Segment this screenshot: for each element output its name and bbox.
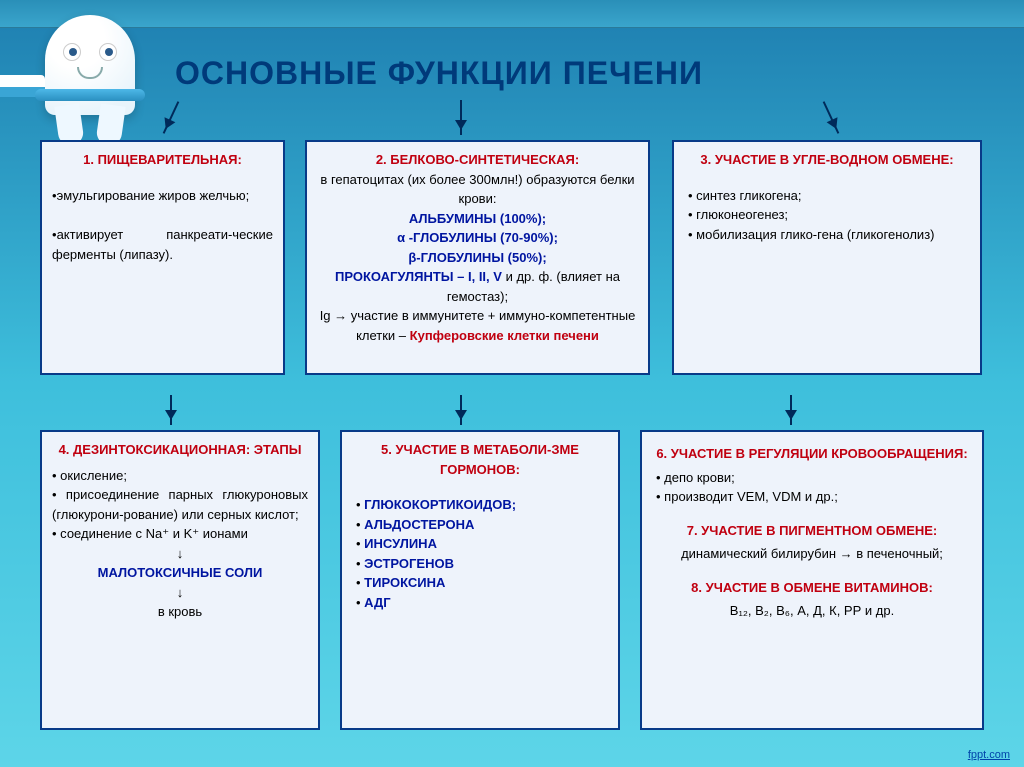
- list-item: • присоединение парных глюкуроновых (глю…: [52, 485, 308, 524]
- list-item: АЛЬБУМИНЫ (100%);: [409, 211, 546, 226]
- box-title: 2. БЕЛКОВО-СИНТЕТИЧЕСКАЯ:: [376, 152, 579, 167]
- arrow-icon: [460, 100, 462, 135]
- list-item: мобилизация глико-гена (гликогенолиз): [688, 225, 970, 245]
- box-title: 3. УЧАСТИЕ В УГЛЕ-ВОДНОМ ОБМЕНЕ:: [684, 150, 970, 170]
- arrow-icon: [170, 395, 172, 425]
- section-8-text: В₁₂, В₂, В₆, А, Д, К, РР и др.: [652, 601, 972, 621]
- list-item: ТИРОКСИНА: [364, 575, 445, 590]
- list-item: ИНСУЛИНА: [364, 536, 437, 551]
- list-item: • соединение с Na⁺ и K⁺ ионами: [52, 524, 308, 544]
- arrow-icon: [460, 395, 462, 425]
- list-item: ЭСТРОГЕНОВ: [364, 556, 454, 571]
- footer-link[interactable]: fppt.com: [968, 749, 1010, 761]
- arrow-down-icon: ↓: [52, 544, 308, 564]
- section-8-title: 8. УЧАСТИЕ В ОБМЕНЕ ВИТАМИНОВ:: [652, 578, 972, 598]
- arrow-icon: [163, 101, 180, 134]
- box-protein-synthesis: 2. БЕЛКОВО-СИНТЕТИЧЕСКАЯ: в гепатоцитах …: [305, 140, 650, 375]
- list-item: депо крови;: [656, 468, 972, 488]
- section-6-title: 6. УЧАСТИЕ В РЕГУЛЯЦИИ КРОВООБРАЩЕНИЯ:: [652, 444, 972, 464]
- list-item: глюконеогенез;: [688, 205, 970, 225]
- slide-title: ОСНОВНЫЕ ФУНКЦИИ ПЕЧЕНИ: [175, 55, 703, 92]
- box-circulation-pigment-vitamins: 6. УЧАСТИЕ В РЕГУЛЯЦИИ КРОВООБРАЩЕНИЯ: д…: [640, 430, 984, 730]
- list-item: β-ГЛОБУЛИНЫ (50%);: [408, 250, 546, 265]
- box-intro: в гепатоцитах (их более 300млн!) образую…: [320, 172, 634, 207]
- arrow-icon: [790, 395, 792, 425]
- box-digestive: 1. ПИЩЕВАРИТЕЛЬНАЯ: •эмульгирование жиро…: [40, 140, 285, 375]
- list-item: ГЛЮКОКОРТИКОИДОВ;: [364, 497, 516, 512]
- box-title: 5. УЧАСТИЕ В МЕТАБОЛИ-ЗМЕ ГОРМОНОВ:: [352, 440, 608, 479]
- list-item: АДГ: [364, 595, 391, 610]
- box-hormone-metabolism: 5. УЧАСТИЕ В МЕТАБОЛИ-ЗМЕ ГОРМОНОВ: ГЛЮК…: [340, 430, 620, 730]
- arrow-icon: [823, 101, 840, 134]
- section-7-title: 7. УЧАСТИЕ В ПИГМЕНТНОМ ОБМЕНЕ:: [652, 521, 972, 541]
- kupfer-cells: Купферовские клетки печени: [410, 328, 599, 343]
- list-item: •активирует панкреати-ческие ферменты (л…: [52, 225, 273, 264]
- arrow-down-icon: ↓: [52, 583, 308, 603]
- list-item: • окисление;: [52, 466, 308, 486]
- box-detox: 4. ДЕЗИНТОКСИКАЦИОННАЯ: ЭТАПЫ • окислени…: [40, 430, 320, 730]
- list-item: •эмульгирование жиров желчью;: [52, 186, 273, 206]
- list-item: ПРОКОАГУЛЯНТЫ – I, II, V: [335, 269, 502, 284]
- dest-label: в кровь: [52, 602, 308, 622]
- result-label: МАЛОТОКСИЧНЫЕ СОЛИ: [52, 563, 308, 583]
- list-item: α -ГЛОБУЛИНЫ (70-90%);: [397, 230, 558, 245]
- list-item: производит VEM, VDM и др.;: [656, 487, 972, 507]
- list-item: АЛЬДОСТЕРОНА: [364, 517, 474, 532]
- box-carbohydrate: 3. УЧАСТИЕ В УГЛЕ-ВОДНОМ ОБМЕНЕ: синтез …: [672, 140, 982, 375]
- box-title: 1. ПИЩЕВАРИТЕЛЬНАЯ:: [52, 150, 273, 170]
- list-item: синтез гликогена;: [688, 186, 970, 206]
- section-7-text: динамический билирубин → в печеночный;: [652, 544, 972, 564]
- box-title: 4. ДЕЗИНТОКСИКАЦИОННАЯ: ЭТАПЫ: [52, 440, 308, 460]
